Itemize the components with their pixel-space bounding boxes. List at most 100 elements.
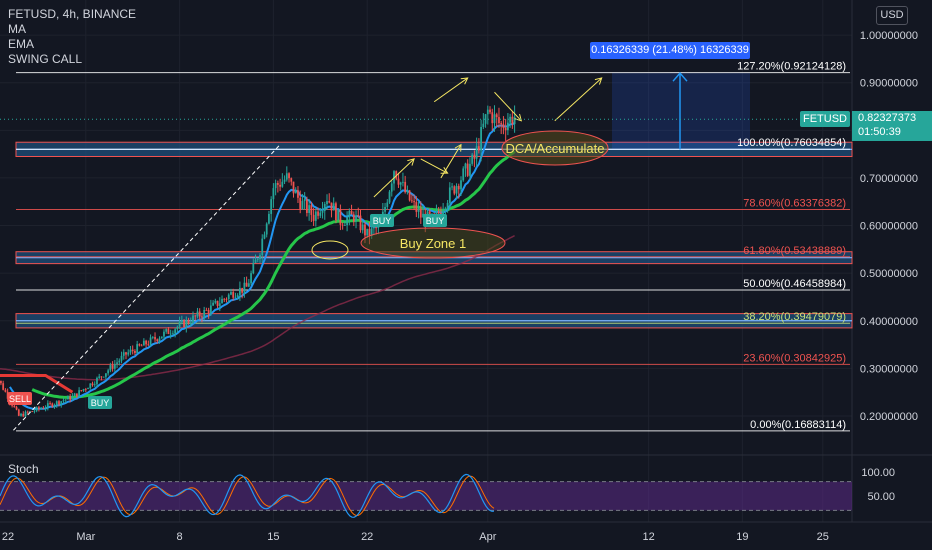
candle-body	[17, 409, 20, 416]
candle-body	[491, 112, 494, 124]
candle-body	[60, 401, 63, 405]
candle-body	[460, 180, 462, 190]
indicator-ma[interactable]: MA	[8, 22, 26, 36]
last-price: 0.82327373	[858, 112, 917, 124]
drawings: DCA/Accumulate Buy Zone 1 SELL BUY BUY BUY	[0, 72, 852, 431]
candle-body	[341, 224, 344, 226]
candle-body	[335, 203, 337, 221]
candle-body	[410, 200, 413, 202]
candle-body	[486, 109, 489, 115]
candle-body	[359, 215, 362, 231]
candle-body	[285, 173, 288, 180]
candle-body	[314, 211, 317, 221]
candle-body	[158, 338, 161, 342]
candle-body	[51, 403, 54, 407]
trend-dashed-line	[13, 144, 281, 431]
candle-body	[156, 339, 159, 342]
candle-body	[214, 300, 217, 303]
sell-signal	[8, 392, 32, 405]
candle-body	[125, 352, 127, 355]
candle-body	[475, 146, 478, 159]
candle-body	[29, 411, 31, 413]
candle-body	[375, 227, 378, 229]
candle-body	[250, 273, 252, 284]
candle-body	[73, 393, 76, 397]
candle-body	[306, 199, 308, 213]
candle-body	[196, 311, 199, 317]
candle-body	[444, 208, 447, 211]
moving-averages	[0, 122, 516, 411]
candle-body	[297, 190, 299, 198]
sell-signal-text: SELL	[9, 394, 31, 404]
candle-body	[283, 179, 286, 182]
candle-body	[67, 396, 69, 400]
candle-body	[413, 201, 415, 203]
candle-body	[113, 364, 116, 369]
candle-body	[504, 127, 507, 131]
candle-body	[129, 349, 132, 353]
candle-body	[462, 168, 465, 181]
candle-body	[20, 413, 22, 416]
candle-body	[332, 203, 335, 211]
candle-body	[361, 224, 364, 231]
candle-body	[455, 185, 458, 194]
candle-body	[464, 163, 467, 169]
candle-body	[71, 396, 74, 400]
candle-body	[176, 326, 179, 330]
candle-body	[38, 407, 40, 409]
candle-body	[138, 344, 141, 346]
candle-body	[350, 211, 353, 215]
candle-body	[513, 116, 516, 125]
fib-label-6: 23.60%(0.30842925)	[743, 352, 846, 364]
arrow-line-4	[420, 158, 448, 174]
candle-body	[259, 255, 261, 259]
fib-label-1: 100.00%(0.76034854)	[737, 137, 846, 149]
candle-body	[167, 329, 170, 334]
candle-body	[172, 333, 174, 335]
small-ellipse	[311, 240, 349, 260]
candle-body	[448, 187, 451, 203]
candle-body	[348, 211, 351, 218]
candle-body	[498, 117, 500, 124]
candle-body	[78, 390, 80, 397]
dca-label: DCA/Accumulate	[506, 141, 605, 156]
candle-body	[69, 396, 72, 400]
candle-body	[415, 202, 418, 212]
candle-body	[419, 209, 422, 218]
candle-body	[428, 211, 431, 216]
candle-body	[493, 114, 496, 124]
indicator-swing-call[interactable]: SWING CALL	[8, 52, 83, 66]
candle-body	[386, 202, 389, 207]
indicator-ema[interactable]: EMA	[8, 37, 35, 51]
candle-body	[328, 201, 331, 203]
candle-body	[357, 215, 360, 217]
candle-body	[276, 183, 279, 185]
fib-label-0: 127.20%(0.92124128)	[737, 61, 846, 73]
candle-body	[42, 408, 45, 410]
candle-body	[292, 181, 295, 194]
ma-slow-line	[0, 234, 515, 381]
currency-button[interactable]: USD	[876, 6, 908, 25]
candle-body	[165, 329, 168, 332]
buy-signal-2	[370, 214, 394, 227]
candle-body	[256, 258, 259, 260]
candle-body	[207, 310, 210, 314]
ma-line	[31, 150, 516, 399]
candle-body	[319, 212, 322, 216]
candle-body	[308, 205, 311, 213]
candle-body	[80, 390, 83, 392]
stoch-title[interactable]: Stoch	[8, 462, 39, 476]
candle-body	[209, 305, 212, 314]
candle-body	[180, 320, 183, 322]
candle-body	[477, 146, 480, 151]
stoch-tick-1: 50.00	[867, 491, 895, 503]
candle-body	[2, 383, 5, 390]
candle-body	[446, 202, 449, 209]
candle-body	[511, 116, 514, 125]
candle-body	[388, 191, 391, 203]
candle-body	[174, 329, 177, 334]
buy-zone-label: Buy Zone 1	[400, 236, 467, 251]
candle-body	[263, 234, 266, 239]
candle-body	[131, 349, 134, 351]
